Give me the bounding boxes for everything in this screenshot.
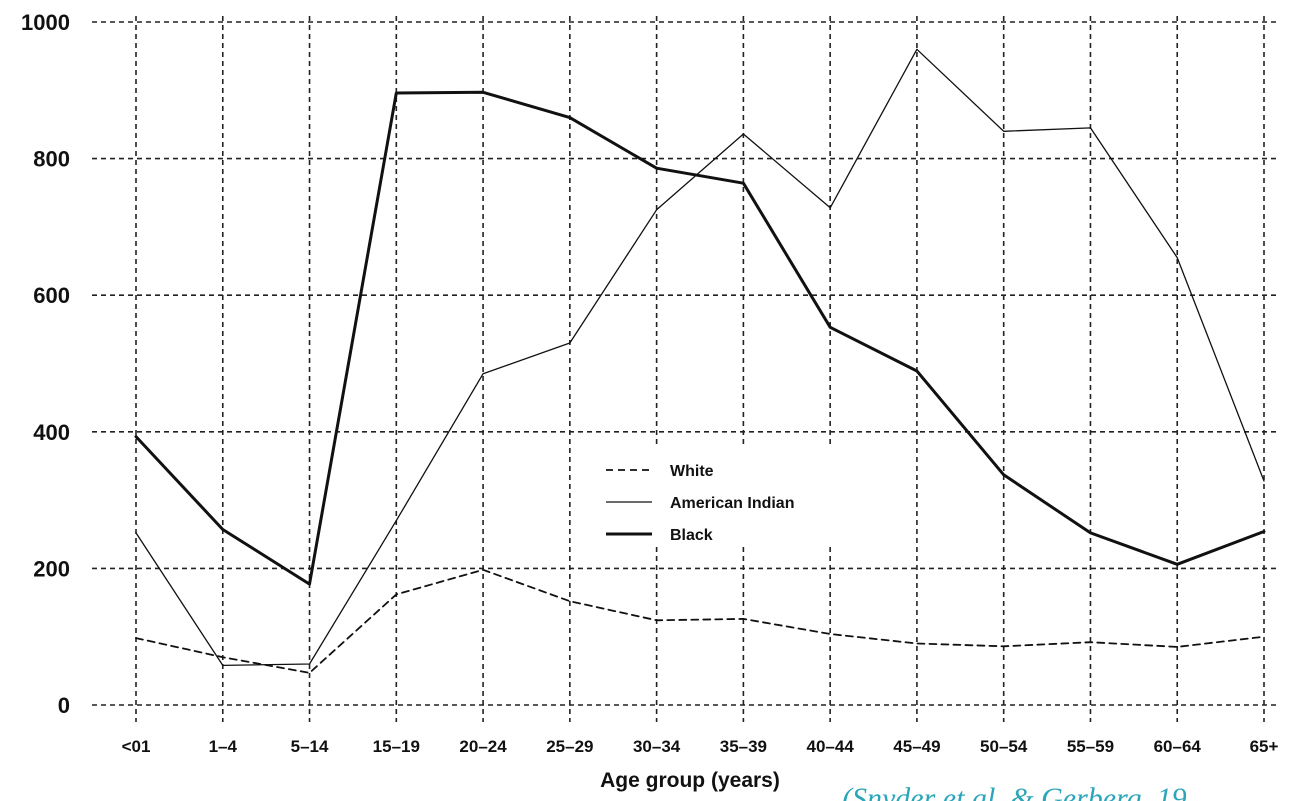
legend: White American Indian Black xyxy=(588,448,860,544)
x-tick-label: 5–14 xyxy=(291,737,329,756)
y-tick-label: 600 xyxy=(33,283,70,308)
x-tick-label: 55–59 xyxy=(1067,737,1114,756)
x-tick-label: 25–29 xyxy=(546,737,593,756)
x-tick-label: <01 xyxy=(122,737,151,756)
series-line-american-indian xyxy=(135,48,1265,667)
y-tick-label: 0 xyxy=(58,693,70,718)
legend-label: American Indian xyxy=(670,495,794,512)
legend-label: Black xyxy=(670,527,713,544)
x-axis-title: Age group (years) xyxy=(600,769,780,792)
caption: (Snyder et al. & Gerberg, 19 xyxy=(842,782,1187,801)
x-tick-label: 20–24 xyxy=(459,737,507,756)
x-tick-label: 1–4 xyxy=(209,737,238,756)
series-lines xyxy=(134,48,1266,674)
grid xyxy=(92,16,1278,722)
y-tick-label: 1000 xyxy=(21,10,70,35)
y-tick-label: 800 xyxy=(33,147,70,172)
legend-background xyxy=(588,448,860,544)
y-tick-label: 200 xyxy=(33,556,70,581)
x-tick-label: 50–54 xyxy=(980,737,1028,756)
y-axis-ticks: 0 200 400 600 800 1000 xyxy=(21,10,70,718)
legend-label: White xyxy=(670,463,714,480)
x-tick-label: 40–44 xyxy=(807,737,855,756)
series-line-white xyxy=(135,568,1265,674)
x-tick-label: 65+ xyxy=(1250,737,1279,756)
x-tick-label: 35–39 xyxy=(720,737,767,756)
x-tick-label: 45–49 xyxy=(893,737,940,756)
y-tick-label: 400 xyxy=(33,420,70,445)
x-tick-label: 60–64 xyxy=(1154,737,1202,756)
x-axis-ticks: <01 1–4 5–14 15–19 20–24 25–29 30–34 35–39 40–44… xyxy=(122,737,1279,756)
x-tick-label: 15–19 xyxy=(373,737,420,756)
x-tick-label: 30–34 xyxy=(633,737,681,756)
series-line-black xyxy=(134,90,1266,586)
